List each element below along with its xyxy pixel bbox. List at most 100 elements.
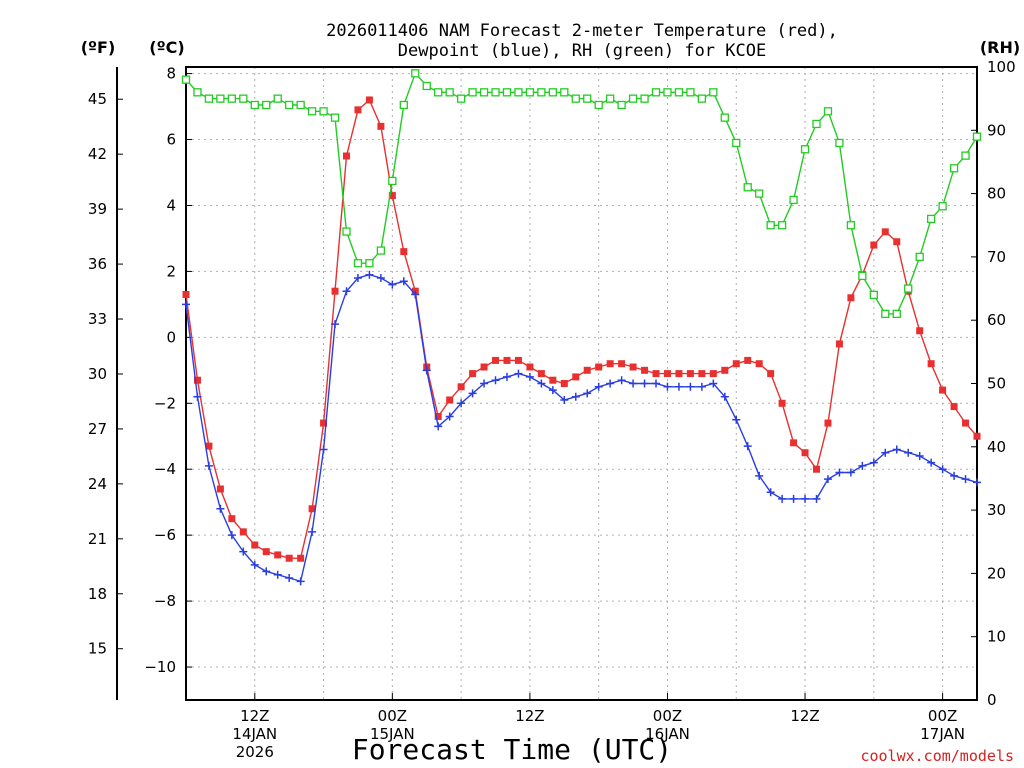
dewpoint-point xyxy=(961,475,970,484)
rh-tick-label: 100 xyxy=(987,58,1016,76)
fahrenheit-tick-label: 30 xyxy=(88,365,107,383)
temperature-point xyxy=(606,360,614,368)
rh-tick-label: 20 xyxy=(987,564,1006,582)
rh-tick-label: 60 xyxy=(987,311,1006,329)
temperature-point xyxy=(950,403,958,411)
dewpoint-point xyxy=(812,494,821,503)
temperature-point xyxy=(927,360,935,368)
rh-point xyxy=(525,88,535,97)
temperature-point xyxy=(686,370,694,378)
dewpoint-point xyxy=(720,392,729,401)
fahrenheit-axis-ticks: 45 42 39 36 33 30 27 24 21 18 15 xyxy=(88,90,123,658)
dewpoint-point xyxy=(422,366,431,375)
fahrenheit-tick-label: 18 xyxy=(88,585,107,603)
dewpoint-line xyxy=(185,273,978,583)
rh-point xyxy=(548,88,557,97)
dewpoint-point xyxy=(204,461,213,470)
dewpoint-point xyxy=(606,379,615,388)
rh-point xyxy=(777,221,787,230)
temperature-point xyxy=(698,370,706,378)
dewpoint-point xyxy=(388,280,397,289)
temperature-point xyxy=(641,366,649,374)
rh-point xyxy=(800,145,810,154)
celsius-axis-ticks: 8 6 4 2 0 −2 −4 −6 −8 −10 xyxy=(144,65,192,676)
rh-point xyxy=(571,94,580,103)
temperature-point xyxy=(962,419,970,427)
temperature-point xyxy=(297,554,305,562)
dewpoint-point xyxy=(755,471,764,480)
temperature-point xyxy=(193,376,201,384)
celsius-unit-label: (ºC) xyxy=(149,38,184,57)
fahrenheit-tick-label: 36 xyxy=(88,255,107,273)
fahrenheit-unit-label: (ºF) xyxy=(81,38,116,57)
rh-point xyxy=(789,195,798,205)
rh-point xyxy=(262,100,271,110)
dewpoint-point xyxy=(732,415,741,424)
rh-point xyxy=(949,164,959,173)
dewpoint-point xyxy=(663,382,672,391)
rh-point xyxy=(491,88,500,97)
temperature-point xyxy=(216,485,224,493)
dewpoint-point xyxy=(938,465,947,474)
rh-point xyxy=(181,75,191,84)
dewpoint-point xyxy=(869,458,878,467)
fahrenheit-tick-label: 24 xyxy=(88,475,107,493)
temperature-point xyxy=(813,465,821,473)
rh-point xyxy=(353,259,363,268)
dewpoint-point xyxy=(617,376,626,385)
rh-tick-label: 90 xyxy=(987,121,1006,139)
series-layer xyxy=(181,69,982,586)
dewpoint-point xyxy=(537,379,546,388)
dewpoint-point xyxy=(697,382,706,391)
rh-point xyxy=(835,138,844,148)
chart-title-line1: 2026011406 NAM Forecast 2-meter Temperat… xyxy=(326,21,838,41)
rh-point xyxy=(812,119,821,129)
rh-point xyxy=(307,107,317,116)
rh-point xyxy=(376,246,386,255)
temperature-point xyxy=(893,238,901,246)
celsius-tick-label: 4 xyxy=(166,196,176,214)
dewpoint-point xyxy=(227,531,236,540)
dewpoint-point xyxy=(583,389,592,398)
rh-point xyxy=(720,113,729,122)
dewpoint-point xyxy=(457,399,466,408)
dewpoint-point xyxy=(835,468,844,477)
dewpoint-point xyxy=(709,379,718,388)
rh-tick-label: 50 xyxy=(987,375,1006,393)
temperature-point xyxy=(365,96,373,104)
temperature-point xyxy=(572,373,580,381)
rh-point xyxy=(697,94,707,103)
temperature-point xyxy=(709,370,717,378)
dewpoint-point xyxy=(193,392,202,401)
rh-tick-label: 10 xyxy=(987,628,1006,646)
rh-point xyxy=(227,94,237,103)
rh-tick-label: 80 xyxy=(987,185,1006,203)
temperature-point xyxy=(618,360,626,368)
rh-point xyxy=(674,88,684,97)
celsius-tick-label: −10 xyxy=(144,658,176,676)
dewpoint-point xyxy=(743,442,752,451)
dewpoint-point xyxy=(525,372,534,381)
temperature-point xyxy=(434,412,442,420)
rh-point xyxy=(365,259,374,268)
dewpoint-point xyxy=(319,445,328,454)
rh-point xyxy=(399,100,408,110)
temperature-point xyxy=(469,370,477,378)
temperature-point xyxy=(526,363,534,371)
rh-point xyxy=(411,69,420,78)
dewpoint-point xyxy=(801,494,810,503)
dewpoint-point xyxy=(216,504,225,513)
rh-point xyxy=(456,94,466,103)
temperature-point xyxy=(354,106,362,114)
source-credit: coolwx.com/models xyxy=(860,747,1014,765)
rh-point xyxy=(560,88,569,97)
dewpoint-point xyxy=(365,270,374,279)
rh-tick-label: 70 xyxy=(987,248,1006,266)
temperature-point xyxy=(262,548,270,556)
temperature-point xyxy=(721,366,729,374)
temperature-point xyxy=(503,356,511,364)
dewpoint-point xyxy=(480,379,489,388)
dewpoint-point xyxy=(778,494,787,503)
temperature-point xyxy=(824,419,832,427)
rh-point xyxy=(663,88,672,97)
